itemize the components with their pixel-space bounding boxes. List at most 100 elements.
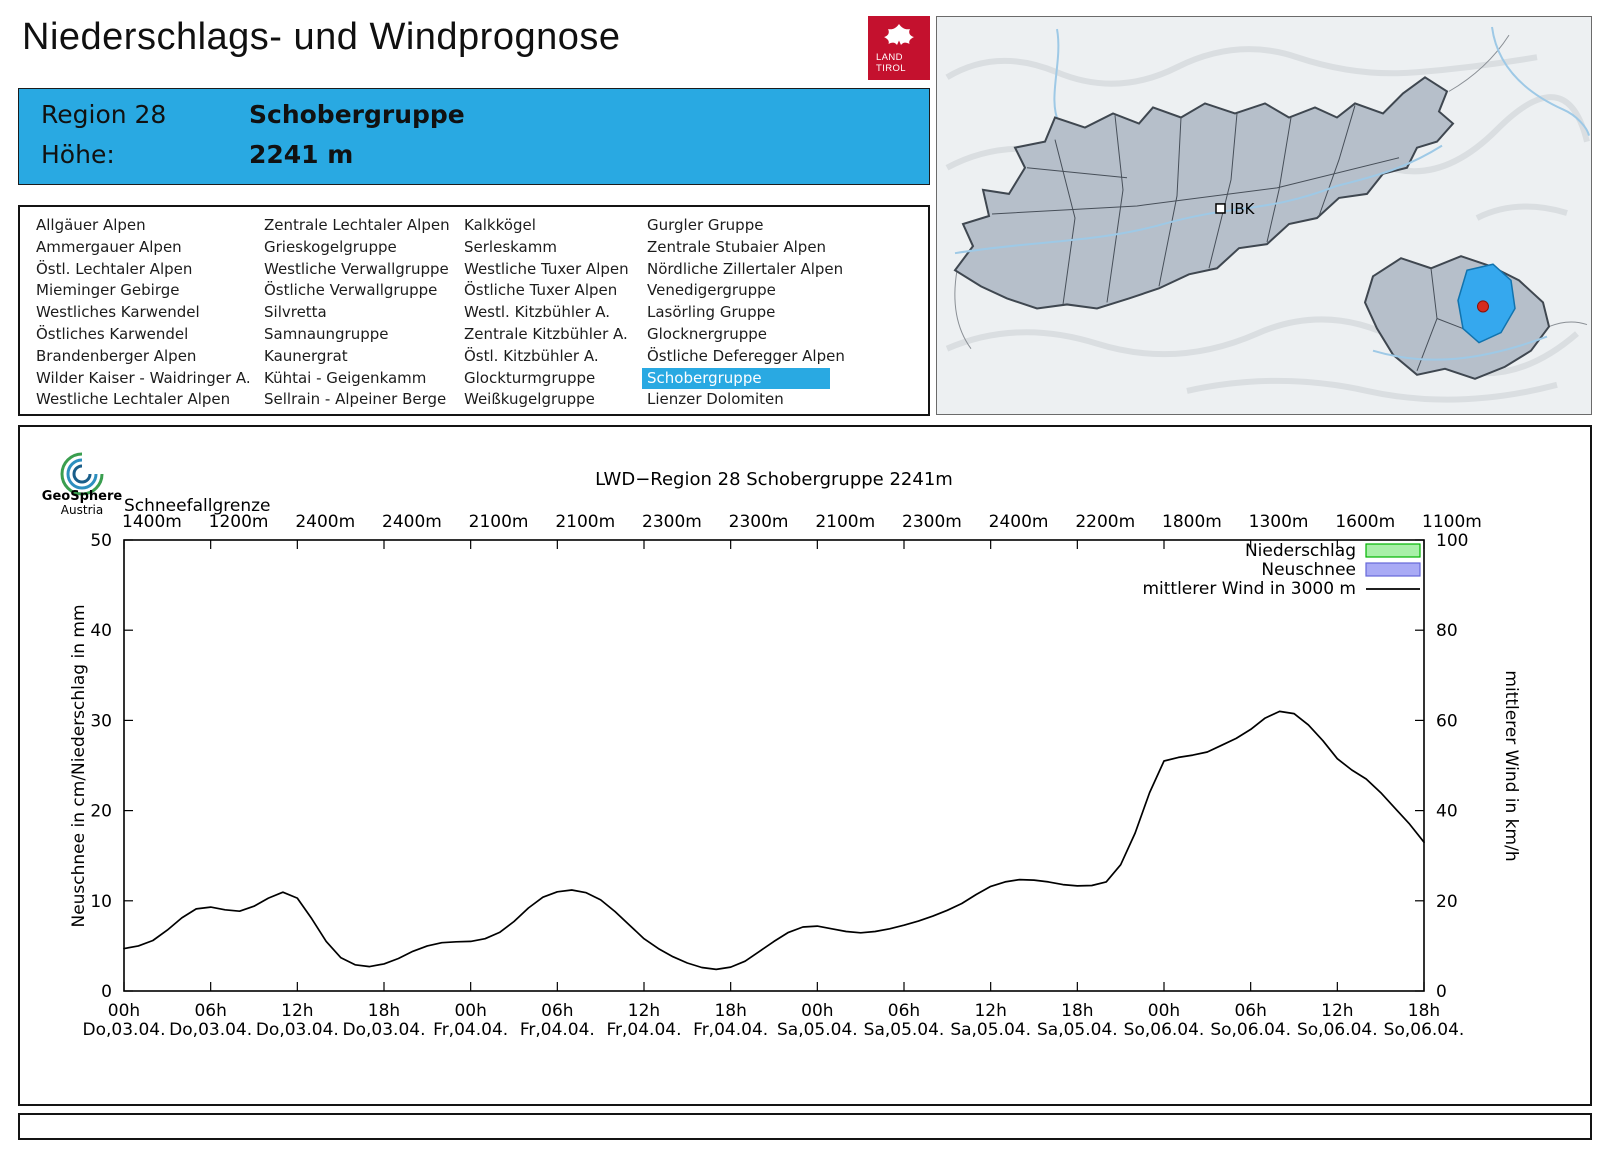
altitude-value: 2241 m [249, 140, 354, 169]
svg-text:Fr,04.04.: Fr,04.04. [693, 1020, 768, 1040]
svg-text:20: 20 [90, 802, 112, 822]
region-item[interactable]: Westliche Verwallgruppe [264, 259, 449, 278]
region-item[interactable]: Brandenberger Alpen [36, 346, 197, 365]
region-item[interactable]: Wilder Kaiser - Waidringer A. [36, 368, 251, 387]
forecast-chart-panel: GeoSphere Austria LWD−Region 28 Schoberg… [18, 425, 1592, 1106]
ibk-marker [1215, 203, 1226, 214]
svg-text:06h: 06h [541, 1001, 573, 1021]
snowline-label: Schneefallgrenze [124, 496, 270, 516]
snowline-values: 1400m 1200m 2400m 2400m 2100m 2100m 2300m 2300m… [122, 512, 1482, 532]
tirol-eagle-icon [884, 24, 914, 45]
region-item[interactable]: Samnaungruppe [264, 324, 389, 343]
svg-text:1100m: 1100m [1422, 512, 1482, 532]
geosphere-logo: GeoSphere Austria [42, 452, 123, 517]
svg-text:50: 50 [90, 531, 112, 551]
region-item[interactable]: Westliche Tuxer Alpen [464, 259, 629, 278]
svg-text:06h: 06h [888, 1001, 920, 1021]
region-item[interactable]: Mieminger Gebirge [36, 281, 180, 300]
svg-text:18h: 18h [714, 1001, 746, 1021]
svg-text:Do,03.04.: Do,03.04. [83, 1020, 166, 1040]
svg-text:2200m: 2200m [1075, 512, 1135, 532]
region-item[interactable]: Gurgler Gruppe [647, 216, 764, 234]
svg-text:2100m: 2100m [815, 512, 875, 532]
region-item[interactable]: Weißkugelgruppe [464, 390, 595, 409]
svg-text:18h: 18h [368, 1001, 400, 1021]
region-item[interactable]: Zentrale Stubaier Alpen [647, 237, 827, 256]
river-lines [1053, 26, 1590, 136]
north-tirol-region[interactable] [953, 76, 1455, 310]
region-item[interactable]: Silvretta [264, 303, 327, 322]
svg-text:So,06.04.: So,06.04. [1297, 1020, 1378, 1040]
x-axis-ticks: 00hDo,03.04.06hDo,03.04.12hDo,03.04.18hD… [83, 540, 1465, 1040]
region-item[interactable]: Serleskamm [464, 237, 557, 256]
svg-text:Sa,05.04.: Sa,05.04. [950, 1020, 1031, 1040]
neighbor-borders [954, 34, 1588, 349]
region-item[interactable]: Allgäuer Alpen [36, 216, 146, 234]
svg-text:So,06.04.: So,06.04. [1384, 1020, 1465, 1040]
svg-text:2300m: 2300m [729, 512, 789, 532]
logo-land-label: LAND [876, 52, 903, 63]
region-item[interactable]: Westliches Karwendel [36, 303, 200, 322]
svg-text:100: 100 [1436, 531, 1468, 551]
region-item[interactable]: Östl. Lechtaler Alpen [36, 259, 193, 278]
region-item[interactable]: Östliche Deferegger Alpen [647, 346, 845, 365]
svg-text:Fr,04.04.: Fr,04.04. [606, 1020, 681, 1040]
svg-text:80: 80 [1436, 621, 1458, 641]
region-item[interactable]: Lienzer Dolomiten [647, 390, 784, 409]
region-item-selected[interactable]: Schobergruppe [642, 367, 928, 390]
svg-text:Sa,05.04.: Sa,05.04. [864, 1020, 945, 1040]
svg-text:0: 0 [1436, 982, 1447, 1002]
region-item[interactable]: Östliches Karwendel [36, 324, 189, 343]
svg-text:So,06.04.: So,06.04. [1210, 1020, 1291, 1040]
river-drau [1372, 335, 1548, 361]
svg-text:1300m: 1300m [1249, 512, 1309, 532]
region-marker-dot [1477, 300, 1489, 313]
region-item[interactable]: Westl. Kitzbühler A. [464, 303, 610, 322]
svg-text:Do,03.04.: Do,03.04. [256, 1020, 339, 1040]
region-list: Allgäuer Alpen Ammergauer Alpen Östl. Lech… [18, 205, 930, 416]
region-item[interactable]: Ammergauer Alpen [36, 237, 182, 256]
svg-text:00h: 00h [801, 1001, 833, 1021]
page-title: Niederschlags- und Windprognose [22, 16, 621, 58]
region-item[interactable]: Glockturmgruppe [464, 368, 596, 387]
region-item[interactable]: Östliche Tuxer Alpen [464, 281, 618, 300]
svg-text:30: 30 [90, 711, 112, 731]
svg-text:0: 0 [101, 982, 112, 1002]
land-tirol-logo: LAND TIROL [868, 16, 930, 80]
svg-text:18h: 18h [1061, 1001, 1093, 1021]
region-list-column: Gurgler Gruppe Zentrale Stubaier Alpen Nör… [642, 215, 928, 414]
region-item[interactable]: Östl. Kitzbühler A. [464, 346, 599, 365]
svg-text:2400m: 2400m [989, 512, 1049, 532]
svg-text:2100m: 2100m [555, 512, 615, 532]
region-item[interactable]: Kaunergrat [264, 346, 348, 365]
region-item[interactable]: Nördliche Zillertaler Alpen [647, 259, 844, 278]
left-axis-title: Neuschnee in cm/Niederschlag in mm [69, 604, 89, 927]
region-item[interactable]: Grieskogelgruppe [264, 237, 397, 256]
svg-text:So,06.04.: So,06.04. [1124, 1020, 1205, 1040]
svg-text:40: 40 [90, 621, 112, 641]
region-item[interactable]: Östliche Verwallgruppe [264, 281, 438, 300]
region-item[interactable]: Glocknergruppe [647, 324, 768, 343]
region-item[interactable]: Zentrale Lechtaler Alpen [264, 216, 450, 234]
region-item[interactable]: Zentrale Kitzbühler A. [464, 324, 628, 343]
svg-text:2100m: 2100m [469, 512, 529, 532]
river-inn [954, 144, 1443, 255]
svg-text:mittlerer Wind in 3000 m: mittlerer Wind in 3000 m [1142, 579, 1356, 599]
region-item[interactable]: Kühtai - Geigenkamm [264, 368, 427, 387]
geosphere-label: GeoSphere [42, 489, 123, 504]
region-item[interactable]: Lasörling Gruppe [647, 303, 776, 322]
svg-text:Do,03.04.: Do,03.04. [343, 1020, 426, 1040]
svg-text:Neuschnee: Neuschnee [1261, 560, 1356, 580]
svg-text:00h: 00h [108, 1001, 140, 1021]
svg-text:60: 60 [1436, 711, 1458, 731]
svg-text:12h: 12h [281, 1001, 313, 1021]
ibk-label: IBK [1230, 200, 1256, 218]
region-item[interactable]: Sellrain - Alpeiner Berge [264, 390, 447, 409]
region-item[interactable]: Kalkkögel [464, 216, 536, 234]
tirol-map[interactable]: IBK [936, 16, 1592, 415]
svg-text:20: 20 [1436, 892, 1458, 912]
region-item[interactable]: Venedigergruppe [647, 281, 776, 300]
region-item[interactable]: Westliche Lechtaler Alpen [36, 390, 231, 409]
logo-tirol-label: TIROL [876, 62, 906, 74]
svg-text:40: 40 [1436, 802, 1458, 822]
